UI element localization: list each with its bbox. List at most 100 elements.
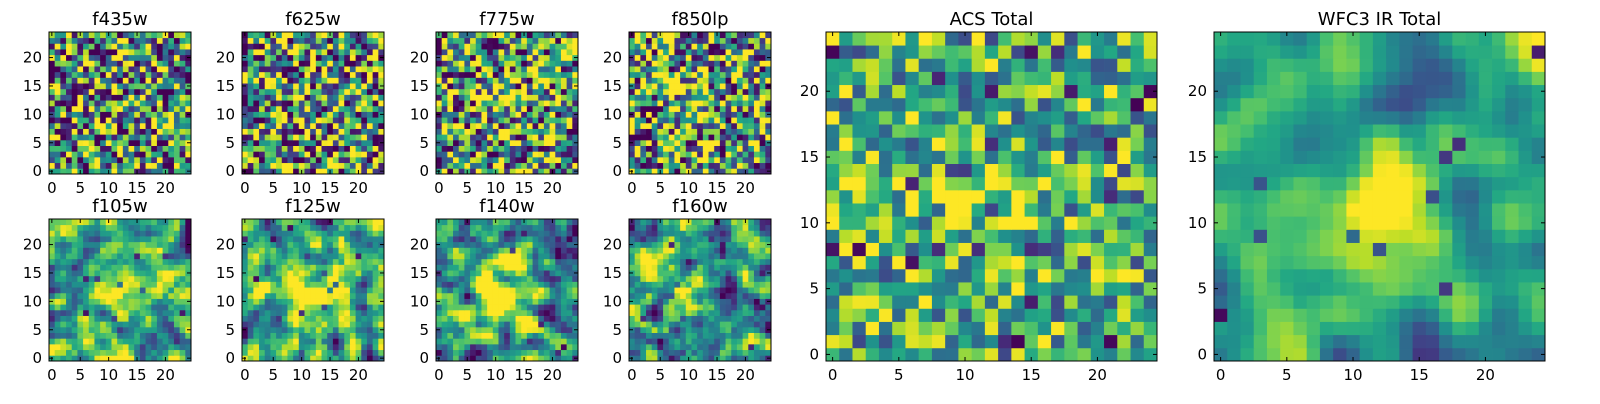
heatmap-cell <box>555 242 561 248</box>
heatmap-cell <box>333 299 339 305</box>
heatmap-cell <box>350 55 356 61</box>
heatmap-cell <box>157 304 163 310</box>
heatmap-cell <box>686 129 692 135</box>
heatmap-cell <box>157 112 163 118</box>
heatmap-cell <box>146 32 152 38</box>
heatmap-cell <box>697 151 703 157</box>
heatmap-cell <box>72 123 78 129</box>
heatmap-cell <box>373 304 379 310</box>
heatmap-cell <box>743 344 749 350</box>
heatmap-cell <box>111 49 117 55</box>
heatmap-cell <box>476 140 482 146</box>
heatmap-cell <box>350 276 356 282</box>
heatmap-cell <box>498 321 504 327</box>
heatmap-cell <box>316 276 322 282</box>
heatmap-cell <box>373 270 379 276</box>
x-tick-label: 5 <box>75 179 85 197</box>
heatmap-cell <box>174 83 180 89</box>
heatmap-cell <box>459 236 465 242</box>
heatmap-cell <box>55 94 61 100</box>
heatmap-cell <box>117 83 123 89</box>
heatmap-cell <box>248 276 254 282</box>
heatmap-cell <box>510 77 516 83</box>
heatmap-cell <box>134 299 140 305</box>
heatmap-cell <box>447 123 453 129</box>
heatmap-cell <box>287 247 293 253</box>
heatmap-cell <box>265 89 271 95</box>
heatmap-cell <box>293 247 299 253</box>
heatmap-cell <box>316 230 322 236</box>
heatmap-cell <box>327 151 333 157</box>
heatmap-cell <box>293 259 299 265</box>
heatmap-cell <box>163 129 169 135</box>
heatmap-cell <box>185 60 191 66</box>
heatmap-cell <box>726 94 732 100</box>
heatmap-cell <box>726 38 732 44</box>
heatmap-cell <box>106 264 112 270</box>
heatmap-cell <box>89 94 95 100</box>
heatmap-cell <box>527 55 533 61</box>
heatmap-cell <box>129 338 135 344</box>
heatmap-cell <box>498 350 504 356</box>
heatmap-cell <box>293 43 299 49</box>
heatmap-cell <box>476 327 482 333</box>
heatmap-cell <box>487 151 493 157</box>
heatmap-cell <box>521 117 527 123</box>
heatmap-cell <box>567 100 573 106</box>
heatmap-cell <box>680 327 686 333</box>
heatmap-cell <box>481 140 487 146</box>
heatmap-cell <box>242 157 248 163</box>
heatmap-cell <box>180 270 186 276</box>
heatmap-cell <box>89 350 95 356</box>
heatmap-cell <box>510 134 516 140</box>
heatmap-cell <box>459 66 465 72</box>
heatmap-cell <box>49 163 55 169</box>
heatmap-cell <box>635 304 641 310</box>
heatmap-cell <box>544 344 550 350</box>
heatmap-cell <box>77 225 83 231</box>
heatmap-cell <box>333 106 339 112</box>
heatmap-cell <box>373 321 379 327</box>
heatmap-cell <box>157 350 163 356</box>
heatmap-cell <box>550 333 556 339</box>
heatmap-cell <box>174 100 180 106</box>
heatmap-cell <box>327 287 333 293</box>
heatmap-cell <box>265 106 271 112</box>
heatmap-cell <box>567 270 573 276</box>
heatmap-cell <box>259 168 265 174</box>
heatmap-cell <box>629 89 635 95</box>
heatmap-cell <box>709 293 715 299</box>
heatmap-cell <box>663 304 669 310</box>
heatmap-cell <box>134 304 140 310</box>
heatmap-cell <box>629 43 635 49</box>
heatmap-cell <box>703 89 709 95</box>
heatmap-cell <box>299 117 305 123</box>
heatmap-cell <box>140 146 146 152</box>
heatmap-cell <box>686 140 692 146</box>
heatmap-cell <box>561 55 567 61</box>
heatmap-cell <box>629 293 635 299</box>
heatmap-cell <box>60 77 66 83</box>
heatmap-cell <box>49 253 55 259</box>
heatmap-cell <box>66 293 72 299</box>
heatmap-cell <box>361 310 367 316</box>
heatmap-cell <box>168 117 174 123</box>
heatmap-cell <box>691 140 697 146</box>
heatmap-cell <box>89 43 95 49</box>
heatmap-cell <box>333 242 339 248</box>
heatmap-cell <box>533 123 539 129</box>
heatmap-cell <box>544 219 550 225</box>
heatmap-cell <box>731 321 737 327</box>
heatmap-cell <box>60 236 66 242</box>
heatmap-cell <box>151 55 157 61</box>
heatmap-cell <box>270 117 276 123</box>
heatmap-cell <box>185 157 191 163</box>
heatmap-cell <box>487 72 493 78</box>
heatmap-cell <box>561 281 567 287</box>
heatmap-cell <box>378 157 384 163</box>
heatmap-cell <box>481 38 487 44</box>
heatmap-cell <box>550 43 556 49</box>
heatmap-cell <box>111 100 117 106</box>
heatmap-cell <box>731 316 737 322</box>
heatmap-cell <box>55 253 61 259</box>
